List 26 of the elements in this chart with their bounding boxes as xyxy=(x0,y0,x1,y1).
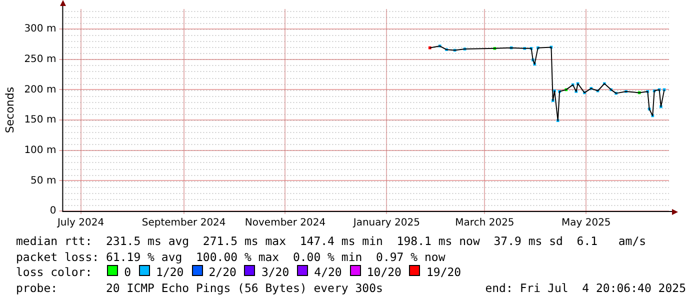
x-tick-label: November 2024 xyxy=(244,218,326,229)
text: packet loss: 61.19 % avg 100.00 % max 0.00 % min 0.97 % now xyxy=(16,250,446,265)
y-tick-label: 100 m xyxy=(24,144,56,156)
legend-label: 2/20 xyxy=(208,265,236,280)
legend-label: 1/20 xyxy=(156,265,184,280)
x-tick-label: July 2024 xyxy=(56,218,104,229)
text: probe: 20 ICMP Echo Pings (56 Bytes) every 300s xyxy=(16,280,383,296)
y-tick-label: 250 m xyxy=(24,54,56,65)
legend-label: 0 xyxy=(124,265,132,280)
x-tick-label: January 2025 xyxy=(352,218,420,229)
y-tick-label: 50 m xyxy=(30,175,56,186)
y-tick-label: 0 xyxy=(50,206,56,217)
text: median rtt: 231.5 ms avg 271.5 ms max 147.4 ms min 198.1 ms now 37.9 ms sd 6.1 am/s xyxy=(16,234,648,250)
x-tick-label: March 2025 xyxy=(455,218,514,229)
y-tick-label: 200 m xyxy=(24,84,56,96)
legend-label: 3/20 xyxy=(261,265,290,280)
legend-label: 10/20 xyxy=(366,265,402,280)
y-tick-label: 300 m xyxy=(24,24,56,35)
y-tick-label: 150 m xyxy=(24,114,56,126)
y-axis-title: Seconds xyxy=(3,86,16,134)
legend-label: 19/20 xyxy=(426,265,462,280)
text: end: Fri Jul 4 20:06:40 2025 xyxy=(485,280,686,296)
legend-title: loss color: xyxy=(16,265,94,280)
x-tick-label: September 2024 xyxy=(142,218,226,229)
x-tick-label: May 2025 xyxy=(561,218,611,229)
legend-label: 4/20 xyxy=(314,265,342,280)
